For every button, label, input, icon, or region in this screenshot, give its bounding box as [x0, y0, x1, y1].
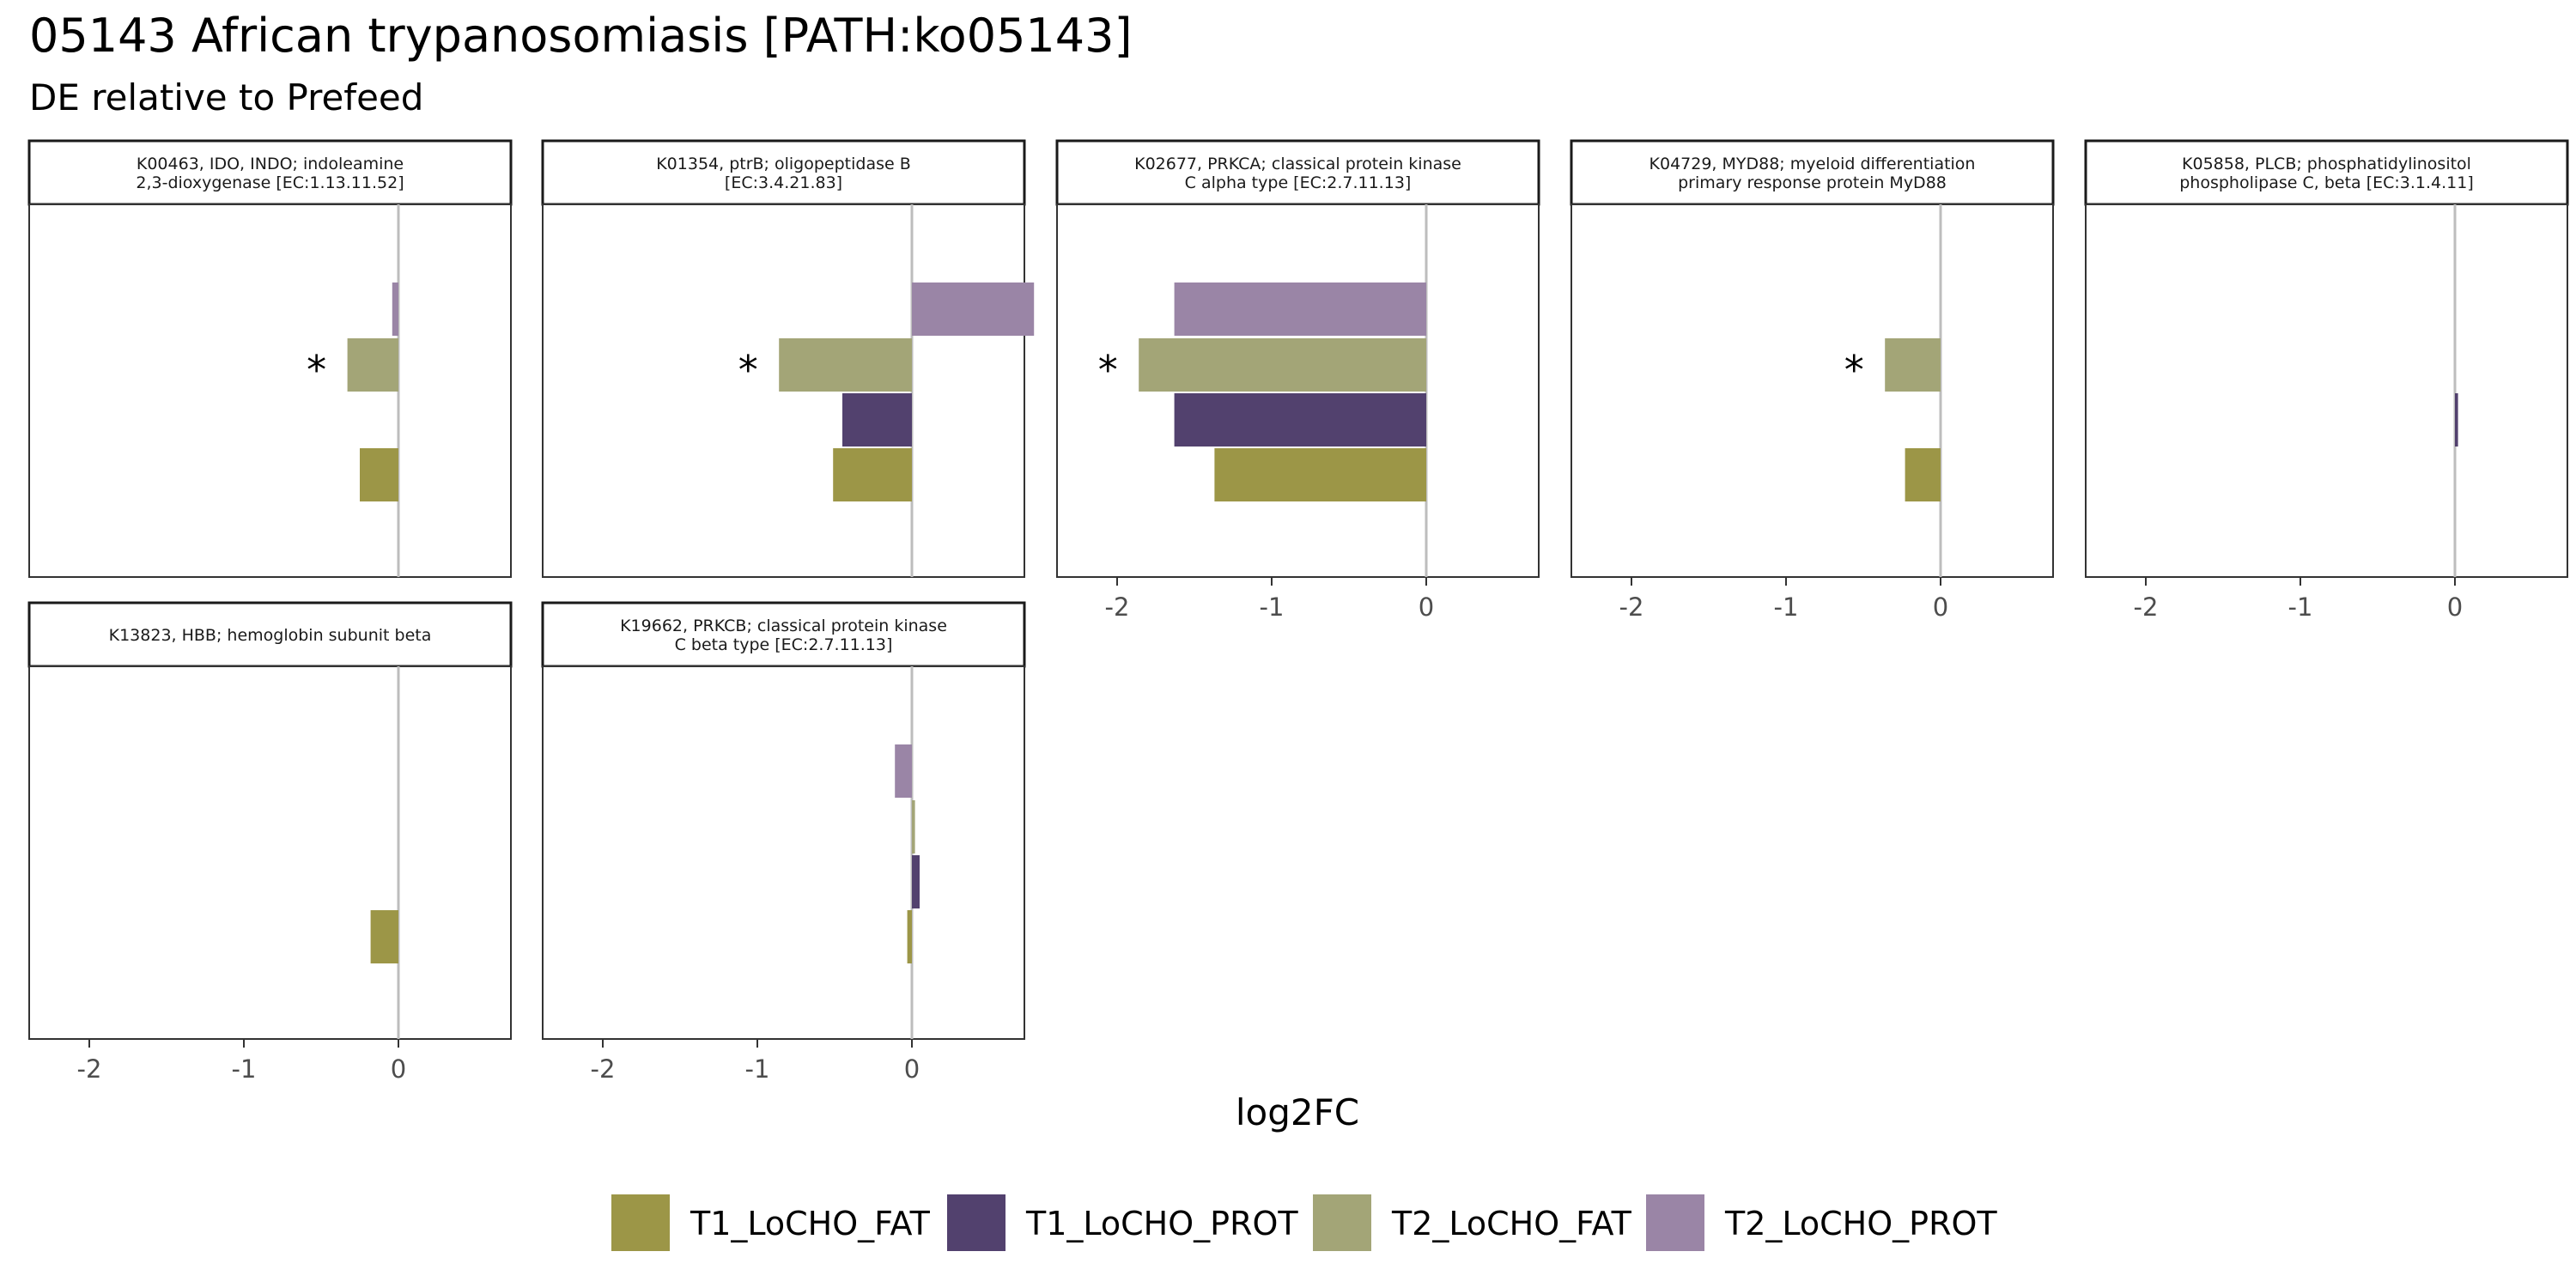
- x-tick-label: -2: [2134, 592, 2159, 622]
- bar-t2-locho-fat: [1139, 338, 1426, 392]
- x-tick-label: -2: [77, 1054, 102, 1084]
- legend-label: T2_LoCHO_PROT: [1724, 1205, 1997, 1242]
- legend-swatch: [611, 1194, 670, 1251]
- significance-marker: *: [1844, 347, 1864, 393]
- x-tick-label: -1: [2288, 592, 2313, 622]
- x-tick-label: -2: [1619, 592, 1644, 622]
- facet-strip: [541, 139, 1026, 206]
- bar-t1-locho-fat: [370, 910, 398, 963]
- x-axis: -2 -1 0: [1105, 577, 1434, 622]
- facet-panels: K00463, IDO, INDO; indoleamine2,3-dioxyg…: [27, 139, 2569, 1084]
- legend-item: T2_LoCHO_PROT: [1646, 1194, 1997, 1251]
- panel-background: [28, 665, 512, 1040]
- x-tick-label: 0: [1933, 592, 1948, 622]
- facet-panel: K19662, PRKCB; classical protein kinaseC…: [541, 601, 1026, 1040]
- facet-strip: [27, 139, 513, 206]
- x-tick-label: 0: [391, 1054, 406, 1084]
- x-tick-label: -2: [1105, 592, 1130, 622]
- bar-t1-locho-prot: [2455, 393, 2458, 447]
- facet-panel: K02677, PRKCA; classical protein kinaseC…: [1055, 139, 1540, 578]
- facet-strip-label: K02677, PRKCA; classical protein kinase: [1134, 155, 1461, 173]
- x-tick-label: -1: [1774, 592, 1799, 622]
- bar-t2-locho-fat: [1885, 338, 1941, 392]
- facet-panel: K13823, HBB; hemoglobin subunit beta: [27, 601, 513, 1040]
- facet-strip-label: primary response protein MyD88: [1678, 173, 1947, 192]
- facet-panel: K01354, ptrB; oligopeptidase B[EC:3.4.21…: [541, 139, 1035, 578]
- legend-swatch: [1313, 1194, 1371, 1251]
- facet-strip-label: K05858, PLCB; phosphatidylinositol: [2182, 155, 2471, 173]
- panel-background: [28, 204, 512, 578]
- legend-label: T1_LoCHO_PROT: [1025, 1205, 1298, 1242]
- bar-t1-locho-prot: [1174, 393, 1426, 447]
- x-tick-label: 0: [2447, 592, 2463, 622]
- bar-t2-locho-prot: [392, 283, 398, 336]
- legend-label: T1_LoCHO_FAT: [690, 1205, 931, 1242]
- x-axis-label: log2FC: [1236, 1091, 1359, 1133]
- x-axis: -2 -1 0: [591, 1039, 920, 1084]
- legend-item: T1_LoCHO_FAT: [611, 1194, 931, 1251]
- bar-t2-locho-prot: [1174, 283, 1426, 336]
- x-tick-label: -1: [1260, 592, 1285, 622]
- bar-t2-locho-prot: [895, 744, 912, 798]
- legend-label: T2_LoCHO_FAT: [1391, 1205, 1632, 1242]
- significance-marker: *: [738, 347, 758, 393]
- legend-item: T1_LoCHO_PROT: [947, 1194, 1298, 1251]
- bar-t1-locho-fat: [1905, 448, 1941, 501]
- bar-t1-locho-fat: [907, 910, 912, 963]
- x-tick-label: -1: [232, 1054, 257, 1084]
- facet-strip-label: C beta type [EC:2.7.11.13]: [675, 635, 893, 654]
- bar-t2-locho-fat: [779, 338, 912, 392]
- facet-strip-label: phospholipase C, beta [EC:3.1.4.11]: [2179, 173, 2474, 192]
- panel-background: [2085, 204, 2568, 578]
- legend-swatch: [947, 1194, 1005, 1251]
- x-tick-label: -1: [745, 1054, 770, 1084]
- facet-panel: K00463, IDO, INDO; indoleamine2,3-dioxyg…: [27, 139, 513, 578]
- x-tick-label: -2: [591, 1054, 616, 1084]
- chart-subtitle: DE relative to Prefeed: [29, 76, 423, 118]
- x-tick-label: 0: [904, 1054, 920, 1084]
- legend-swatch: [1646, 1194, 1704, 1251]
- legend: T1_LoCHO_FAT T1_LoCHO_PROT T2_LoCHO_FAT T2_…: [611, 1194, 1997, 1251]
- panel-background: [542, 665, 1025, 1040]
- bar-t1-locho-fat: [1214, 448, 1426, 501]
- facet-strip: [27, 601, 513, 668]
- x-axis: -2 -1 0: [77, 1039, 406, 1084]
- bar-t2-locho-fat: [347, 338, 398, 392]
- significance-marker: *: [307, 347, 326, 393]
- facet-strip: [2084, 139, 2569, 206]
- bar-t1-locho-fat: [833, 448, 912, 501]
- facet-strip-label: K04729, MYD88; myeloid differentiation: [1649, 155, 1976, 173]
- facet-strip-label: 2,3-dioxygenase [EC:1.13.11.52]: [136, 173, 404, 192]
- facet-strip-label: [EC:3.4.21.83]: [725, 173, 842, 192]
- bar-t1-locho-prot: [842, 393, 912, 447]
- x-tick-label: 0: [1419, 592, 1434, 622]
- panel-background: [1571, 204, 2054, 578]
- bar-t2-locho-prot: [912, 283, 1035, 336]
- facet-panel: K05858, PLCB; phosphatidylinositolphosph…: [2084, 139, 2569, 578]
- facet-strip-label: K13823, HBB; hemoglobin subunit beta: [109, 626, 432, 645]
- bar-t1-locho-fat: [360, 448, 398, 501]
- x-axis: -2 -1 0: [2134, 577, 2463, 622]
- significance-marker: *: [1098, 347, 1118, 393]
- facet-strip-label: K19662, PRKCB; classical protein kinase: [620, 617, 947, 635]
- facet-strip-label: K01354, ptrB; oligopeptidase B: [656, 155, 911, 173]
- facet-strip-label: K00463, IDO, INDO; indoleamine: [137, 155, 404, 173]
- facet-strip-label: C alpha type [EC:2.7.11.13]: [1185, 173, 1412, 192]
- bar-t2-locho-fat: [912, 800, 915, 854]
- facet-strip: [1055, 139, 1540, 206]
- chart-title: 05143 African trypanosomiasis [PATH:ko05…: [29, 9, 1133, 63]
- x-axis: -2 -1 0: [1619, 577, 1948, 622]
- bar-t1-locho-prot: [912, 855, 920, 908]
- legend-item: T2_LoCHO_FAT: [1313, 1194, 1632, 1251]
- facet-panel: K04729, MYD88; myeloid differentiationpr…: [1570, 139, 2055, 578]
